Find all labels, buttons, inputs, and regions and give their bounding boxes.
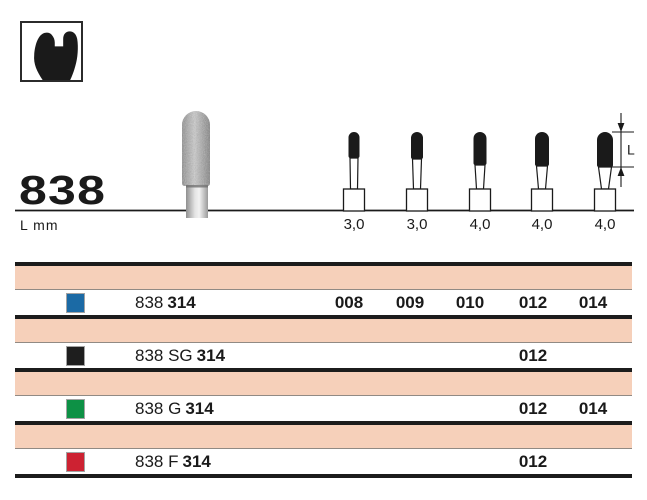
diamond-bur-photo — [182, 111, 210, 218]
thick-rule — [15, 262, 632, 266]
grit-color-swatch-black — [66, 346, 85, 366]
size-value: 012 — [518, 399, 548, 418]
product-row: 838 G 314 012 014 — [15, 396, 632, 421]
size-value: 012 — [518, 452, 548, 471]
product-table: 838 314 008 009 010 012 014 838 SG 314 012 838 G 31… — [15, 262, 632, 478]
product-code: 838 F 314 — [135, 449, 211, 474]
grit-color-swatch-green — [66, 399, 85, 419]
bur-silhouette — [405, 132, 429, 212]
bur-silhouette — [530, 132, 554, 212]
salmon-band — [15, 319, 632, 342]
thin-rule — [15, 395, 632, 396]
product-row: 838 314 008 009 010 012 014 — [15, 290, 632, 315]
thin-rule — [15, 448, 632, 449]
salmon-band — [15, 372, 632, 395]
figure-number: 838 — [19, 167, 107, 213]
length-label: 3,0 — [406, 216, 428, 233]
product-row: 838 SG 314 012 — [15, 343, 632, 368]
length-label: 4,0 — [469, 216, 491, 233]
tooth-icon-box — [20, 21, 83, 82]
shank-code: 314 — [182, 452, 211, 471]
size-value: 008 — [334, 293, 364, 312]
grit-color-swatch-blue — [66, 293, 85, 313]
length-dimension: L — [612, 113, 635, 187]
thin-rule — [15, 342, 632, 343]
length-unit-label: L mm — [20, 217, 59, 233]
length-label: 4,0 — [531, 216, 553, 233]
size-value: 012 — [518, 346, 548, 365]
bur-silhouette — [468, 132, 492, 212]
length-label: 4,0 — [594, 216, 616, 233]
product-series: 838 F — [135, 452, 179, 471]
product-series: 838 G — [135, 399, 182, 418]
thick-rule — [15, 315, 632, 319]
shank-code: 314 — [167, 293, 196, 312]
tooth-crown-icon — [34, 31, 78, 80]
bur-photo-shank — [186, 185, 208, 218]
size-value: 012 — [518, 293, 548, 312]
thin-rule — [15, 289, 632, 290]
thick-rule — [15, 368, 632, 372]
product-series: 838 — [135, 293, 164, 312]
bur-silhouette — [593, 132, 617, 212]
salmon-band — [15, 425, 632, 448]
bur-silhouette — [342, 132, 366, 212]
size-value: 009 — [395, 293, 425, 312]
product-code: 838 314 — [135, 290, 196, 315]
grit-color-swatch-red — [66, 452, 85, 472]
product-code: 838 SG 314 — [135, 343, 225, 368]
product-row: 838 F 314 012 — [15, 449, 632, 474]
product-series: 838 SG — [135, 346, 193, 365]
dimension-label: L — [627, 142, 635, 158]
size-value: 014 — [578, 399, 608, 418]
thick-rule — [15, 421, 632, 425]
size-value: 014 — [578, 293, 608, 312]
shank-code: 314 — [185, 399, 214, 418]
salmon-band — [15, 266, 632, 289]
thick-rule — [15, 474, 632, 478]
size-value: 010 — [455, 293, 485, 312]
product-code: 838 G 314 — [135, 396, 214, 421]
shank-code: 314 — [196, 346, 226, 365]
length-label: 3,0 — [343, 216, 365, 233]
